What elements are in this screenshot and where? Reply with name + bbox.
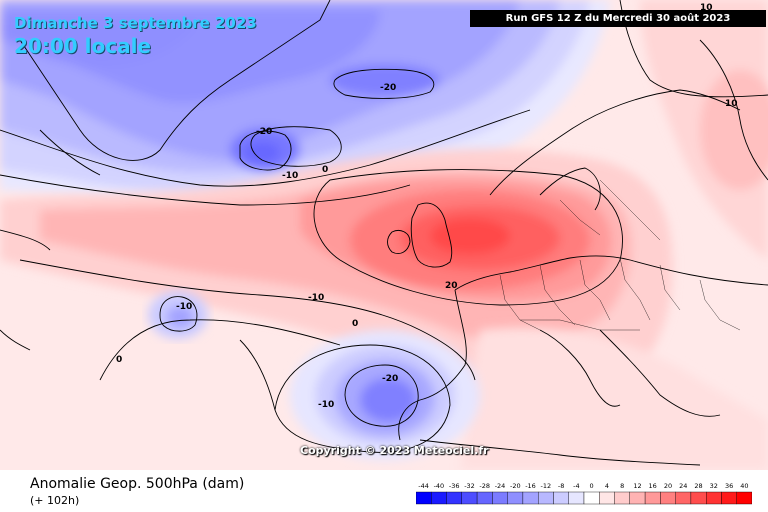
- anomaly-contours: [0, 39, 768, 453]
- legend-tick-label: -36: [449, 482, 460, 490]
- legend-tick-label: 28: [694, 482, 702, 490]
- legend-tick-label: 36: [725, 482, 733, 490]
- model-run-banner: Run GFS 12 Z du Mercredi 30 août 2023: [470, 10, 766, 27]
- legend-tick-label: 20: [664, 482, 672, 490]
- coastlines: [0, 0, 768, 466]
- contour-label: -20: [382, 374, 398, 384]
- legend-swatch: [461, 491, 478, 505]
- legend-tick-label: -44: [418, 482, 429, 490]
- forecast-lead-time: (+ 102h): [30, 494, 80, 507]
- legend-tick-label: 8: [620, 482, 624, 490]
- legend-tick-label: 40: [740, 482, 748, 490]
- legend-swatch: [706, 491, 722, 505]
- footer-bar: Anomalie Geop. 500hPa (dam) (+ 102h): [0, 470, 768, 512]
- cutoff-low-iberia: [290, 330, 480, 460]
- legend-swatch: [537, 491, 554, 505]
- legend-tick-label: -8: [558, 482, 564, 490]
- legend-swatch: [446, 491, 463, 505]
- legend-swatch: [629, 491, 646, 505]
- legend-swatch: [476, 491, 493, 505]
- legend-tick-label: -40: [434, 482, 445, 490]
- small-low-atlantic: [148, 291, 208, 339]
- legend-swatch: [614, 491, 631, 505]
- contour-labels: -20 -20 -10 0 -10 20 10 -10 0 0 -20 -10 …: [116, 3, 738, 410]
- forecast-date: Dimanche 3 septembre 2023: [14, 14, 257, 32]
- legend-swatch: [507, 491, 524, 505]
- legend-tick-label: 32: [710, 482, 718, 490]
- map-parameter-title: Anomalie Geop. 500hPa (dam): [30, 476, 245, 492]
- contour-label: 0: [116, 355, 122, 365]
- contour-label: 20: [445, 281, 458, 291]
- legend-tick-label: 0: [590, 482, 594, 490]
- positive-anomaly-east: [460, 0, 768, 470]
- contour-label: -10: [282, 171, 298, 181]
- anomaly-map: -20 -20 -10 0 -10 20 10 -10 0 0 -20 -10 …: [0, 0, 768, 470]
- legend-swatch: [431, 491, 447, 505]
- legend-tick-label: 4: [605, 482, 609, 490]
- copyright-watermark: Copyright © 2023 Meteociel.fr: [300, 444, 489, 457]
- contour-label: 10: [725, 99, 738, 109]
- legend-swatch: [675, 491, 692, 505]
- contour-label: -20: [380, 83, 396, 93]
- legend-swatch: [416, 491, 432, 505]
- legend-tick-label: -16: [525, 482, 536, 490]
- contour-label: 0: [352, 319, 358, 329]
- country-borders: [499, 179, 741, 331]
- legend-tick-label: -24: [495, 482, 506, 490]
- legend-swatch: [660, 491, 676, 505]
- contour-label: 0: [322, 165, 328, 175]
- legend-swatch: [522, 491, 539, 505]
- legend-tick-label: -12: [540, 482, 551, 490]
- legend-swatch: [492, 491, 508, 505]
- legend-swatch: [599, 491, 615, 505]
- legend-tick-label: 12: [633, 482, 641, 490]
- legend-tick-label: -4: [573, 482, 579, 490]
- contour-label: -10: [318, 400, 334, 410]
- legend-tick-label: -28: [479, 482, 490, 490]
- legend-swatch: [553, 491, 570, 505]
- forecast-local-time: 20:00 locale: [14, 34, 151, 58]
- legend-swatch: [583, 491, 600, 505]
- contour-label: -10: [176, 302, 192, 312]
- legend-tick-label: -32: [464, 482, 475, 490]
- contour-label: -10: [308, 293, 324, 303]
- legend-swatch: [721, 491, 738, 505]
- legend-tick-label: 16: [649, 482, 657, 490]
- legend-swatch: [690, 491, 707, 505]
- legend-tick-label: 24: [679, 482, 687, 490]
- legend-swatch: [644, 491, 661, 505]
- color-scale-legend: -44 -40 -36 -32 -28 -24 -20 -16 -12 -8 -4 0 4 8 12 16 20…: [416, 482, 752, 505]
- legend-tick-label: -20: [510, 482, 521, 490]
- legend-swatch: [568, 491, 585, 505]
- contour-label: -20: [256, 127, 272, 137]
- legend-swatch: [736, 491, 752, 505]
- contour-label: 10: [700, 3, 713, 13]
